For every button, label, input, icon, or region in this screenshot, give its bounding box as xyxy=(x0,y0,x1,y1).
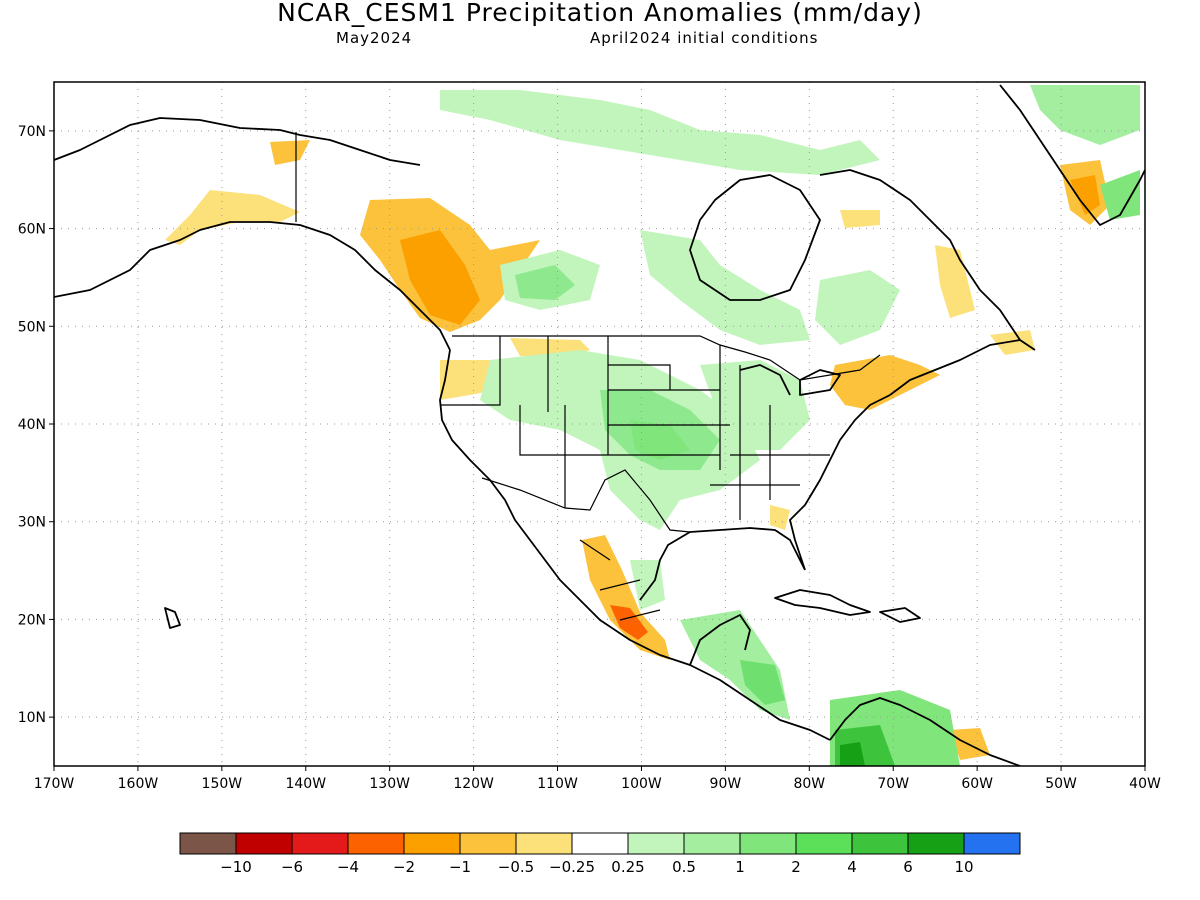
anomaly-greenland-core xyxy=(1070,175,1100,215)
colorbar-label: −1 xyxy=(449,858,471,876)
anomaly-w-mexico xyxy=(582,535,670,660)
hudson-bay xyxy=(689,174,821,301)
us-state-lines xyxy=(440,336,830,520)
colorbar-label: 6 xyxy=(903,858,913,876)
lon-tick-label: 40W xyxy=(1129,776,1161,792)
colorbar-swatch xyxy=(459,832,517,855)
lon-tick-label: 80W xyxy=(793,776,825,792)
colorbar-label: 1 xyxy=(735,858,745,876)
great-lakes xyxy=(739,364,841,396)
colorbar-label: 4 xyxy=(847,858,857,876)
hawaii xyxy=(164,607,181,629)
precip-anomaly-map: 170W 160W 150W 140W 130W 120W 110W 100W 90W 80W 70… xyxy=(18,81,1161,792)
south-america-north xyxy=(829,697,1021,766)
colorbar-swatch xyxy=(403,832,461,855)
anomaly-alaska-north xyxy=(270,140,310,165)
axis-ticks: 170W 160W 150W 140W 130W 120W 110W 100W 90W 80W 70… xyxy=(18,124,1161,792)
colorbar-swatch xyxy=(907,832,965,855)
alaska-coastline xyxy=(54,117,451,351)
anomaly-midwest xyxy=(700,360,810,450)
lon-tick-label: 120W xyxy=(453,776,494,792)
anomaly-florida xyxy=(770,505,790,530)
colorbar-swatch xyxy=(515,832,573,855)
gulf-coast xyxy=(639,394,891,601)
anomaly-prairies-core xyxy=(515,265,575,300)
colorbar-label: 0.5 xyxy=(672,858,696,876)
political-borders xyxy=(295,132,881,621)
lon-tick-label: 100W xyxy=(621,776,662,792)
anomaly-alaska-south xyxy=(165,190,300,245)
us-canada-border xyxy=(452,335,881,381)
colorbar-label: −10 xyxy=(220,858,252,876)
lon-tick-label: 160W xyxy=(118,776,159,792)
anomaly-northeast-us xyxy=(830,355,940,410)
colorbar-label: −6 xyxy=(281,858,303,876)
anomaly-hudson-east xyxy=(840,210,880,228)
hispaniola xyxy=(879,607,921,623)
valid-month-label: May2024 xyxy=(336,29,413,47)
colorbar-label: −0.5 xyxy=(498,858,534,876)
lat-tick-label: 60N xyxy=(18,222,46,238)
anomaly-bc-interior xyxy=(400,230,480,325)
lat-tick-label: 70N xyxy=(18,124,46,140)
anomaly-greenland-east xyxy=(1100,170,1140,220)
anomaly-central-canada xyxy=(640,230,810,345)
greenland xyxy=(999,84,1145,226)
colorbar-swatch xyxy=(851,832,909,855)
anomaly-plains-inner xyxy=(630,420,690,460)
cuba xyxy=(774,589,871,616)
anomaly-quebec xyxy=(815,270,900,345)
chart-title: NCAR_CESM1 Precipitation Anomalies (mm/d… xyxy=(277,0,923,27)
lon-tick-label: 140W xyxy=(285,776,326,792)
lat-tick-label: 30N xyxy=(18,515,46,531)
atlantic-canada xyxy=(819,169,1036,396)
colorbar-swatches xyxy=(179,832,1021,855)
colorbar-label: −4 xyxy=(337,858,359,876)
colorbar-swatch xyxy=(179,832,237,855)
colorbar-swatch xyxy=(291,832,349,855)
coastlines xyxy=(54,84,1145,766)
colorbar-swatch xyxy=(627,832,685,855)
anomaly-greenland-north xyxy=(1030,85,1140,145)
init-conditions-label: April2024 initial conditions xyxy=(590,29,819,47)
colorbar-swatch xyxy=(235,832,293,855)
lat-tick-label: 10N xyxy=(18,710,46,726)
anomaly-shading xyxy=(165,85,1140,766)
colorbar-swatch xyxy=(571,832,629,855)
anomaly-central-america-core xyxy=(740,660,785,705)
colorbar-swatch xyxy=(795,832,853,855)
lon-tick-label: 60W xyxy=(961,776,993,792)
colorbar-swatch xyxy=(739,832,797,855)
lon-tick-label: 130W xyxy=(369,776,410,792)
lon-tick-label: 50W xyxy=(1045,776,1077,792)
lon-tick-label: 150W xyxy=(202,776,243,792)
colorbar-swatch xyxy=(347,832,405,855)
lat-tick-label: 20N xyxy=(18,612,46,628)
lat-tick-label: 40N xyxy=(18,417,46,433)
anomaly-labrador xyxy=(935,245,975,318)
anomaly-s-america-peak xyxy=(840,742,865,766)
colorbar-swatch xyxy=(963,832,1021,855)
lon-tick-label: 70W xyxy=(877,776,909,792)
mexico-states xyxy=(579,539,661,621)
anomaly-s-mexico-core xyxy=(610,605,648,640)
colorbar-swatch xyxy=(683,832,741,855)
yucatan xyxy=(689,614,751,666)
us-mexico-border xyxy=(481,469,691,533)
colorbar-label: 10 xyxy=(954,858,973,876)
lat-tick-label: 50N xyxy=(18,319,46,335)
colorbar-labels: −10 −6 −4 −2 −1 −0.5 −0.25 0.25 0.5 1 2 4 6 10 xyxy=(220,858,973,876)
lon-tick-label: 90W xyxy=(710,776,742,792)
colorbar-label: −0.25 xyxy=(549,858,595,876)
anomaly-arctic-islands xyxy=(440,90,880,175)
lon-tick-label: 170W xyxy=(34,776,75,792)
colorbar-label: 2 xyxy=(791,858,801,876)
anomaly-nova-scotia xyxy=(990,330,1035,355)
colorbar-label: −2 xyxy=(393,858,415,876)
north-america-west-coast xyxy=(439,349,831,741)
colorbar-label: 0.25 xyxy=(611,858,644,876)
lon-tick-label: 110W xyxy=(537,776,578,792)
